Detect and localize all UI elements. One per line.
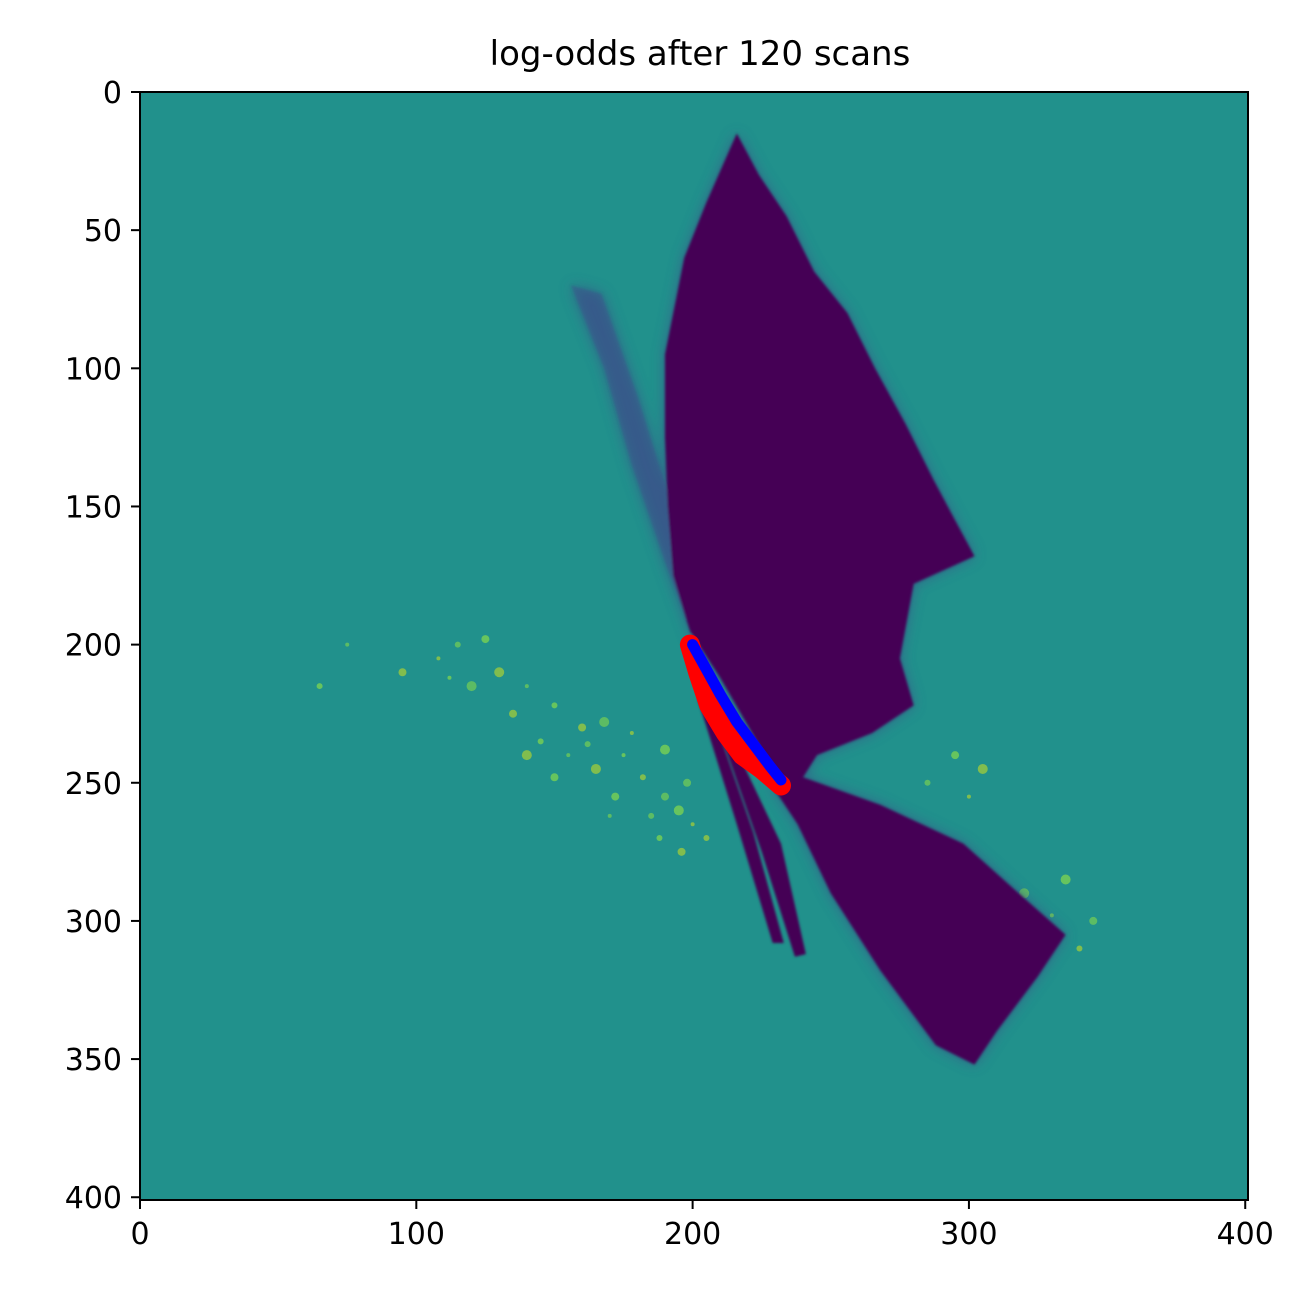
occupied-cell [481,635,490,644]
occupied-cell [673,805,684,816]
trajectory [679,634,791,796]
occupied-cell [621,753,626,758]
occupied-cell [1019,888,1030,899]
chart-title: log-odds after 120 scans [490,34,911,74]
occupied-cell [1049,913,1054,918]
free-space-region [571,133,1066,1065]
occupied-cell [607,813,612,818]
y-tick-label: 50 [84,214,122,249]
x-tick-label: 200 [664,1217,721,1252]
x-axis: 0 100 200 300 400 [130,1200,1274,1252]
y-tick-label: 150 [65,490,122,525]
x-tick-label: 100 [388,1217,445,1252]
occupied-cell [509,709,518,718]
occupied-cell [566,753,571,758]
y-tick-label: 0 [103,76,122,111]
occupied-cell [611,792,620,801]
y-tick-label: 350 [65,1043,122,1078]
occupied-cell [703,835,710,842]
occupied-cell [924,779,931,786]
plot-frame [139,91,1249,1201]
y-tick-label: 100 [65,352,122,387]
occupied-cell [683,778,692,787]
occupied-cell [690,822,695,827]
x-tick-label: 300 [940,1217,997,1252]
occupied-cell [656,835,663,842]
occupied-cell [550,773,559,782]
occupied-cell [677,847,686,856]
x-tick-label: 0 [130,1217,149,1252]
free-region-lower [770,777,1066,1065]
free-region-main [665,133,975,783]
occupied-cell [578,723,587,732]
red-trajectory [679,634,791,796]
y-axis: 0 50 100 150 200 250 300 350 400 [65,76,140,1216]
occupied-cell [1076,945,1083,952]
occupied-cell [629,731,634,736]
y-tick-label: 200 [65,629,122,664]
free-fan-left [571,285,696,645]
occupied-cell [660,792,669,801]
y-tick-label: 300 [65,905,122,940]
occupied-cell [345,642,350,647]
occupied-cell [590,763,601,774]
occupied-cell [316,683,323,690]
free-beam-a [698,688,784,943]
occupied-cell [659,744,670,755]
occupied-cell [551,702,558,709]
occupied-cell [648,812,655,819]
y-tick-label: 250 [65,767,122,802]
occupied-cell [524,684,529,689]
y-tick-label: 400 [65,1181,122,1216]
occupied-cell [1089,916,1098,925]
occupied-cell [639,774,646,781]
plot-area [140,92,1248,1200]
occupied-cell [398,668,407,677]
occupied-cell [454,641,461,648]
occupied-cell [447,675,452,680]
occupied-cell [1060,874,1071,885]
x-tick-label: 400 [1217,1217,1274,1252]
occupied-cell [966,794,971,799]
occupied-cell [584,741,591,748]
occupied-cell [599,716,610,727]
occupied-cell [977,763,988,774]
occupied-cell [521,750,532,761]
occupied-cell [951,751,960,760]
free-beam-b [720,727,806,957]
occupied-cell [494,667,505,678]
occupied-cell [537,738,544,745]
occupied-cell [436,656,441,661]
blue-trajectory [687,639,787,786]
occupied-cell [466,681,477,692]
occupied-cells [316,635,1098,952]
